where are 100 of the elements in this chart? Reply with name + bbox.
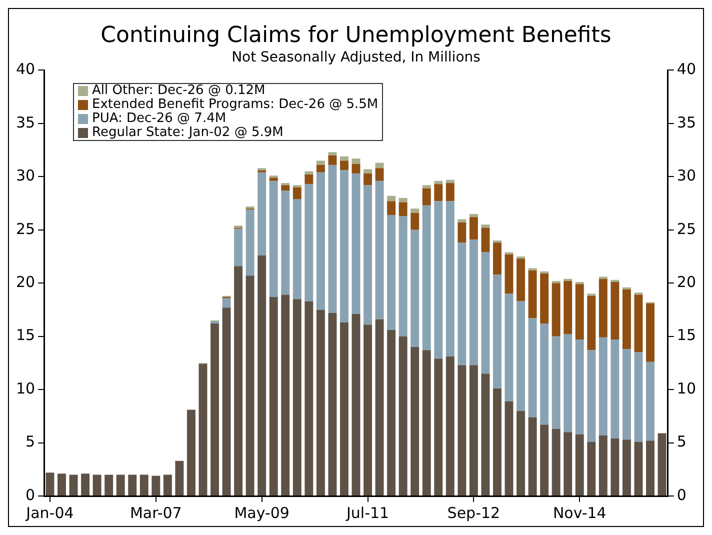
bar [446,183,454,202]
bar [598,435,608,496]
legend-label: Extended Benefit Programs: Dec-26 @ 5.5M [92,97,378,112]
bar [92,474,102,496]
legend-label: PUA: Dec-26 @ 7.4M [92,111,226,126]
bar [328,312,337,496]
bar [516,258,526,302]
y-tick-label: 15 [16,326,36,344]
bar [387,330,396,496]
bar [364,185,372,325]
bar [552,280,560,284]
bar [552,336,560,429]
x-tick-label: Sep-12 [447,504,500,522]
bar [304,171,314,175]
bar [540,424,549,496]
bar [222,308,231,496]
bar [481,228,490,252]
y2-tick-label: 20 [676,272,696,291]
bar [175,460,184,496]
bar [504,294,514,402]
bar [552,428,560,496]
y-tick-label: 10 [16,379,36,398]
bar [422,205,431,350]
bar [210,324,219,496]
y-tick-label: 0 [26,486,36,504]
bar [540,324,549,425]
bar [587,442,596,496]
bar [316,172,325,310]
chart-subtitle: Not Seasonally Adjusted, In Millions [232,49,480,66]
bar [128,474,137,496]
bar [46,472,54,496]
y-tick-label: 5 [26,432,36,451]
bar [234,266,243,496]
bar [352,164,360,174]
bar [493,242,502,275]
bar [328,155,337,165]
bar [434,201,443,359]
bar [375,180,384,320]
bar [528,318,537,418]
bar [634,352,643,442]
bar [316,310,325,496]
bar [434,184,443,202]
bar [481,224,490,228]
bar [622,440,631,496]
y2-tick-label: 5 [676,432,686,451]
bar [469,217,478,240]
bar [352,314,360,496]
bar [552,283,560,336]
bar [422,185,431,188]
bar [246,276,254,496]
y2-tick-label: 25 [676,220,696,238]
bar [69,474,78,496]
bar [398,216,408,336]
bar [540,274,549,324]
bar [564,280,572,334]
bar [528,417,537,496]
bar [587,296,596,350]
bar [352,173,360,314]
bar [304,174,314,184]
bar [210,321,219,324]
bar [398,202,408,216]
bar [646,440,654,496]
bar [516,256,526,259]
bar [564,432,572,496]
legend-label: All Other: Dec-26 @ 0.12M [92,83,266,98]
bar [269,296,278,496]
bar [587,350,596,442]
bar [598,337,608,436]
bar [163,474,172,496]
bar [340,170,348,322]
bar [281,190,290,295]
bar [340,160,348,170]
bar [575,284,584,340]
bar [281,185,290,190]
bar [610,438,620,496]
bar [116,474,125,496]
bar [469,214,478,218]
x-tick-label: Jan-04 [25,504,74,522]
bar [375,162,384,168]
y2-tick-label: 30 [676,166,696,185]
bar [493,388,502,496]
bar [340,322,348,496]
bar [516,410,526,496]
y2-tick-label: 35 [676,113,696,132]
bar [140,474,148,496]
bar [375,168,384,181]
bar [222,298,231,308]
bar [352,158,360,164]
chart-title: Continuing Claims for Unemployment Benefits [100,22,612,48]
bar [387,214,396,330]
bar [469,239,478,366]
bar [575,434,584,496]
bar [610,340,620,439]
bar [292,299,302,496]
bar [375,319,384,496]
bar [446,356,454,496]
y-tick-label: 25 [16,220,36,238]
bar [658,433,666,496]
x-tick-label: Jul-11 [345,504,390,522]
bar [269,178,278,181]
